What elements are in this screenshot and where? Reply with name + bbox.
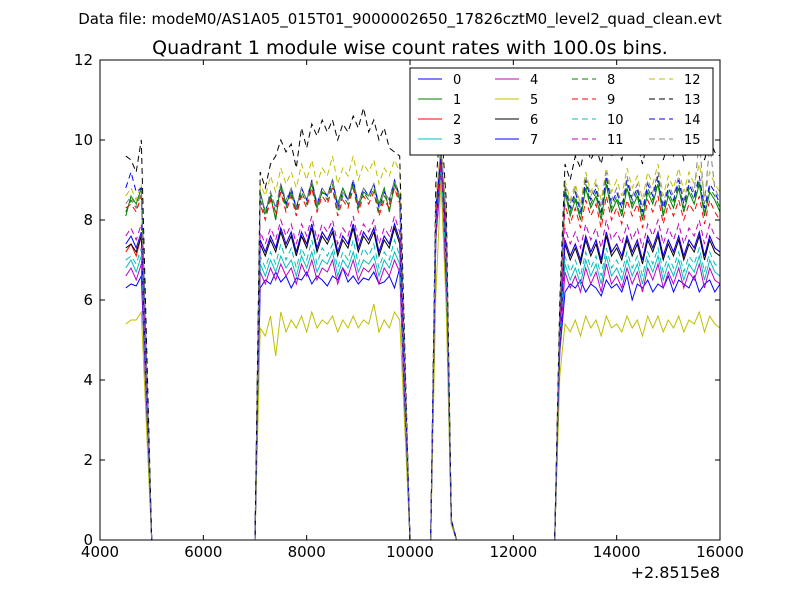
series-layer [125, 107, 721, 541]
y-tick-label: 6 [83, 291, 93, 309]
x-axis-offset-label: +2.8515e8 [631, 563, 720, 582]
x-tick-label: 10000 [386, 543, 434, 561]
legend-label: 14 [684, 113, 701, 128]
series-line-3 [125, 171, 721, 541]
legend-label: 9 [607, 93, 615, 108]
series-line-7 [125, 155, 721, 541]
data-file-suptitle: Data file: modeM0/AS1A05_015T01_90000026… [78, 10, 722, 29]
x-tick-label: 6000 [184, 543, 222, 561]
series-line-9 [125, 159, 721, 541]
x-tick-label: 16000 [696, 543, 744, 561]
y-tick-label: 10 [74, 131, 93, 149]
series-line-0 [125, 147, 721, 541]
y-tick-label: 4 [83, 371, 93, 389]
legend-box [409, 67, 714, 156]
legend-label: 7 [530, 133, 538, 148]
series-line-14 [125, 151, 721, 541]
legend-label: 2 [453, 113, 461, 128]
y-tick-label: 2 [83, 451, 93, 469]
legend-label: 12 [684, 73, 701, 88]
series-line-10 [125, 167, 721, 541]
x-tick-label: 14000 [593, 543, 641, 561]
x-tick-label: 4000 [81, 543, 119, 561]
legend-label: 1 [453, 93, 461, 108]
x-tick-label: 8000 [288, 543, 326, 561]
legend-label: 13 [684, 93, 701, 108]
legend-label: 15 [684, 133, 701, 148]
series-line-8 [125, 151, 721, 541]
y-tick-label: 8 [83, 211, 93, 229]
legend-label: 4 [530, 73, 538, 88]
y-tick-label: 12 [74, 51, 93, 69]
legend-label: 8 [607, 73, 615, 88]
series-line-5 [125, 179, 721, 541]
legend-label: 3 [453, 133, 461, 148]
axis-ticks: 4000 6000 8000 10000 12000 14000 1600002468101… [74, 51, 744, 561]
series-line-11 [125, 163, 721, 541]
series-line-1 [125, 155, 721, 541]
legend-label: 0 [453, 73, 461, 88]
legend-label: 11 [607, 133, 624, 148]
y-tick-label: 0 [83, 531, 93, 549]
legend-label: 5 [530, 93, 538, 108]
series-line-12 [125, 143, 721, 541]
legend-label: 10 [607, 113, 624, 128]
legend-label: 6 [530, 113, 538, 128]
series-line-4 [125, 175, 721, 541]
x-tick-label: 12000 [489, 543, 537, 561]
series-line-6 [125, 159, 721, 541]
chart-title: Quadrant 1 module wise count rates with … [152, 37, 668, 59]
series-line-2 [125, 163, 721, 541]
series-line-15 [125, 139, 721, 541]
